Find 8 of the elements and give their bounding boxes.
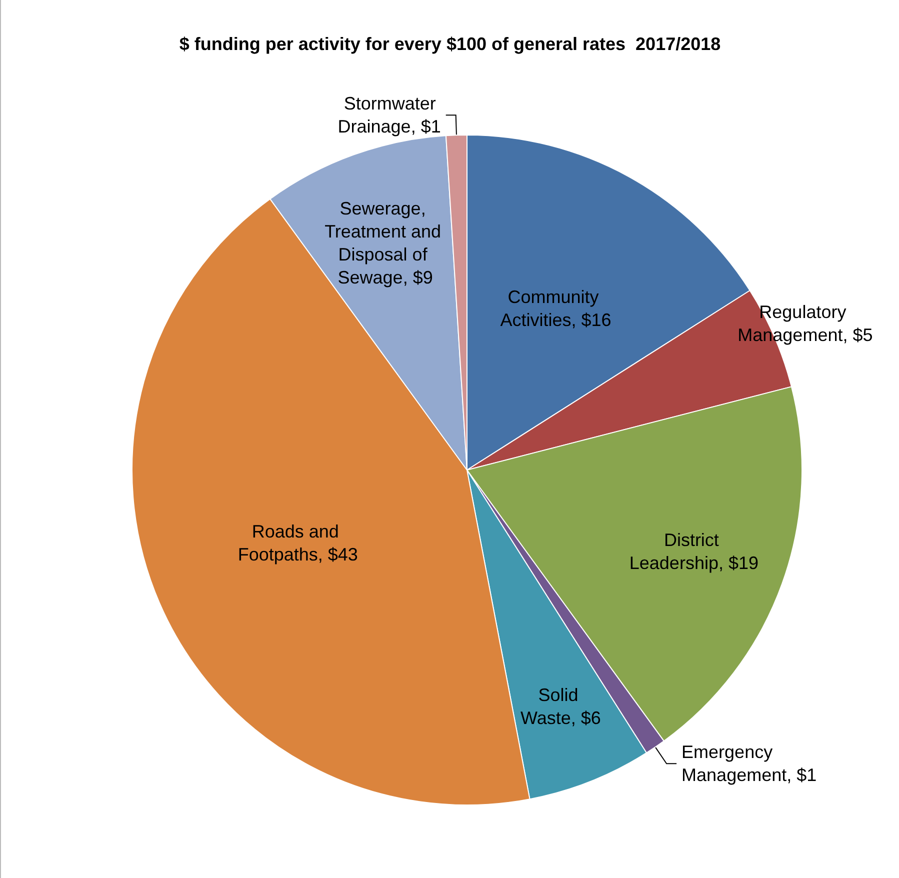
slice-label: District Leadership, $19 <box>629 530 758 574</box>
slice-label: Stormwater Drainage, $1 <box>338 94 441 137</box>
slice-label: Emergency Management, $1 <box>682 742 817 786</box>
chart-title: $ funding per activity for every $100 of general rates 2017/2018 <box>179 34 721 54</box>
slice-label: Roads and Footpaths, $43 <box>238 522 358 565</box>
slice-label: Solid Waste, $6 <box>520 685 601 728</box>
slice-label: Community Activities, $16 <box>500 287 612 330</box>
slice-label: Sewerage, Treatment and Disposal of Sewage, $9 <box>324 198 446 288</box>
